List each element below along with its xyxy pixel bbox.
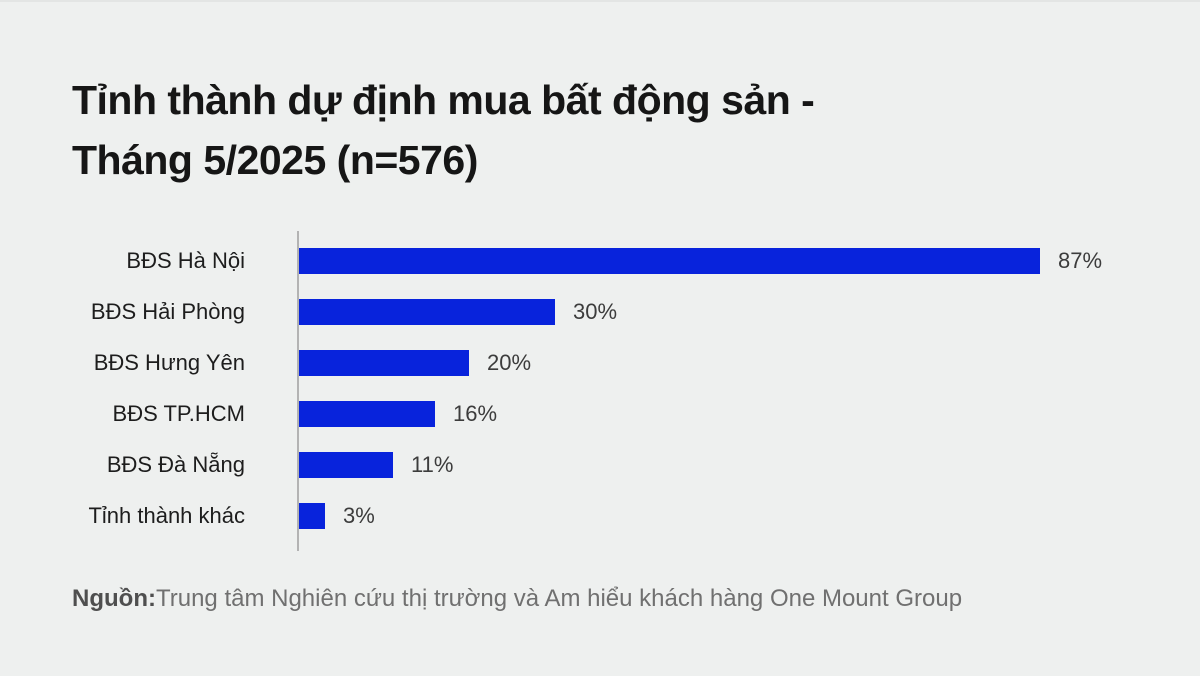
source-note: Nguồn:Trung tâm Nghiên cứu thị trường và…	[72, 585, 1144, 613]
chart-title: Tỉnh thành dự định mua bất động sản - Th…	[72, 70, 1144, 190]
category-label: BĐS Hà Nội	[126, 247, 245, 273]
chart-row: BĐS Đà Nẵng 11%	[72, 439, 1144, 490]
chart-row: BĐS Hưng Yên 20%	[72, 337, 1144, 388]
category-label: BĐS Đà Nẵng	[106, 451, 245, 477]
slide: Tỉnh thành dự định mua bất động sản - Th…	[0, 70, 1200, 613]
chart-row: BĐS TP.HCM 16%	[72, 388, 1144, 439]
bar	[299, 400, 435, 427]
bar-chart-rows: BĐS Hà Nội 87% BĐS Hải Phòng 30% BĐS Hưng Yê…	[72, 235, 1144, 541]
bar	[299, 349, 469, 376]
category-label: BĐS Hải Phòng	[90, 298, 245, 324]
category-label: BĐS TP.HCM	[112, 400, 245, 426]
bar-chart: BĐS Hà Nội 87% BĐS Hải Phòng 30% BĐS Hưng Yê…	[72, 231, 1144, 551]
bar	[299, 247, 1040, 274]
y-axis-line	[297, 231, 299, 551]
value-label: 3%	[343, 502, 375, 528]
bar	[299, 298, 555, 325]
category-label: Tỉnh thành khác	[88, 502, 245, 528]
value-label: 16%	[453, 400, 498, 426]
value-label: 11%	[411, 451, 454, 477]
chart-row: BĐS Hà Nội 87%	[72, 235, 1144, 286]
bar	[299, 451, 393, 478]
value-label: 30%	[573, 298, 618, 324]
category-label: BĐS Hưng Yên	[93, 349, 245, 375]
value-label: 87%	[1058, 247, 1103, 273]
chart-row: Tỉnh thành khác 3%	[72, 490, 1144, 541]
source-text: Trung tâm Nghiên cứu thị trường và Am hi…	[155, 585, 963, 612]
chart-row: BĐS Hải Phòng 30%	[72, 286, 1144, 337]
value-label: 20%	[487, 349, 532, 375]
bar	[299, 502, 325, 529]
source-label: Nguồn:	[72, 585, 156, 612]
chart-title-line2: Tháng 5/2025 (n=576)	[72, 137, 478, 183]
chart-title-line1: Tỉnh thành dự định mua bất động sản -	[72, 77, 815, 123]
